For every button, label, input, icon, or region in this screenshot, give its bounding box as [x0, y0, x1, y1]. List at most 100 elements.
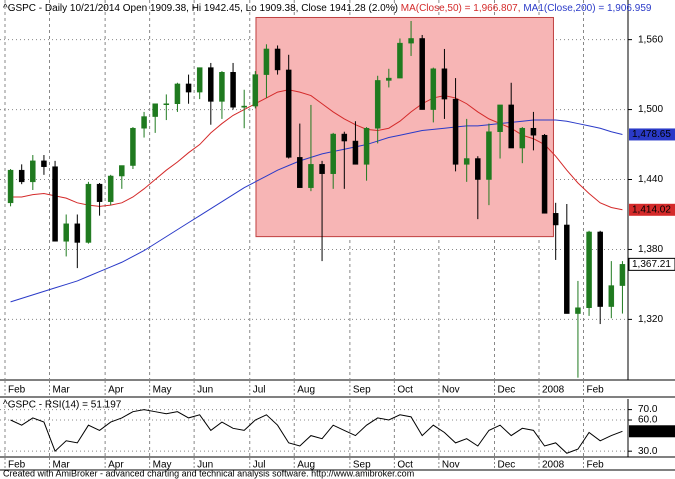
candle-body	[152, 103, 158, 117]
candle-body	[230, 72, 236, 108]
candle-body	[163, 103, 170, 105]
footer: Created with AmiBroker - advanced charti…	[3, 468, 414, 478]
candle-body	[219, 72, 225, 102]
x-tick-label: Feb	[8, 385, 26, 396]
candle-body	[297, 157, 303, 188]
candle-body	[441, 68, 448, 100]
moving-average-line	[10, 119, 623, 303]
x-tick-label: Nov	[442, 385, 460, 396]
candle-body	[508, 104, 514, 149]
candle-body	[319, 164, 325, 174]
indicator-line	[10, 409, 623, 454]
x-tick-label: Dec	[498, 385, 516, 396]
candle-body	[341, 133, 348, 142]
x-tick-label: 2008	[542, 460, 565, 471]
candle-body	[74, 223, 81, 243]
last-value-label: 1,478.65	[632, 129, 671, 140]
candle-body	[486, 131, 492, 180]
legend-entry: MA1(Close,200) = 1,906.959	[523, 3, 652, 14]
candle-body	[107, 175, 114, 202]
candle-body	[96, 183, 103, 202]
candle-body	[430, 68, 437, 110]
chart-title: ^GSPC - RSI(14) = 51.197	[3, 400, 122, 411]
candle-body	[185, 83, 192, 93]
x-tick-label: Feb	[8, 460, 26, 471]
candle-body	[330, 133, 336, 174]
candle-body	[141, 116, 147, 129]
x-tick-label: Mar	[53, 385, 71, 396]
candle-body	[18, 169, 25, 183]
x-tick-label: 2008	[542, 385, 565, 396]
y-tick-label: 1,560	[638, 34, 663, 45]
candle-body	[419, 38, 425, 110]
candle-body	[564, 224, 570, 314]
candle-body	[30, 160, 36, 183]
candle-body	[530, 127, 537, 136]
y-tick-label: 1,320	[638, 314, 663, 325]
x-tick-label: May	[153, 385, 172, 396]
candle-body	[397, 42, 403, 79]
candle-body	[552, 213, 559, 226]
y-tick-label: 30.0	[638, 446, 658, 457]
candle-body	[374, 80, 381, 129]
candle-body	[463, 158, 470, 165]
last-value-box	[629, 128, 675, 141]
chart-title: ^GSPC - Daily 10/21/2014 Open 1909.38, H…	[3, 3, 652, 14]
x-tick-label: Jul	[253, 385, 266, 396]
last-value-label: 49.1445	[632, 426, 669, 437]
candle-body	[519, 127, 526, 149]
candle-body	[497, 104, 503, 132]
candle-body	[308, 164, 314, 188]
x-tick-label: Aug	[297, 460, 315, 471]
x-tick-label: Jun	[197, 460, 213, 471]
highlight-region	[255, 16, 554, 238]
last-close-box	[628, 257, 675, 271]
x-tick-label: Oct	[397, 385, 413, 396]
candle-body	[263, 48, 270, 75]
candle-body	[252, 74, 259, 107]
last-value-box	[629, 203, 675, 216]
x-tick-label: Feb	[587, 385, 605, 396]
candle-body	[597, 231, 603, 307]
candle-body	[196, 67, 203, 93]
x-tick-label: Feb	[587, 460, 605, 471]
x-tick-label: Dec	[498, 460, 516, 471]
candle-body	[274, 48, 281, 71]
y-tick-label: 60.0	[638, 415, 658, 426]
candle-body	[63, 223, 69, 242]
candle-body	[208, 67, 214, 102]
last-value-box	[629, 425, 675, 438]
x-tick-label: May	[153, 460, 172, 471]
candle-body	[85, 183, 92, 243]
x-tick-label: Sep	[353, 460, 371, 471]
candle-body	[452, 98, 459, 165]
x-tick-label: Oct	[397, 460, 413, 471]
candle-body	[475, 158, 481, 180]
x-tick-label: Apr	[108, 385, 124, 396]
legend-entry: MA(Close,50) = 1,966.807,	[401, 3, 521, 14]
candle-body	[386, 77, 392, 81]
last-close-label: 1,367.21	[632, 259, 671, 270]
candle-body	[575, 307, 581, 314]
candle-body	[52, 166, 58, 242]
candle-body	[41, 160, 47, 167]
candle-body	[119, 165, 125, 177]
candle-body	[352, 140, 359, 165]
x-tick-label: Jul	[253, 460, 266, 471]
candle-body	[541, 134, 548, 214]
candle-body	[408, 38, 414, 44]
x-tick-label: Mar	[53, 460, 71, 471]
candle-body	[586, 231, 592, 308]
title-text: ^GSPC - Daily 10/21/2014 Open 1909.38, H…	[3, 3, 398, 14]
y-tick-label: 1,380	[638, 244, 663, 255]
candle-body	[619, 264, 626, 286]
candle-body	[608, 285, 615, 307]
candle-body	[130, 127, 136, 166]
y-tick-label: 1,500	[638, 104, 663, 115]
x-tick-label: Aug	[297, 385, 315, 396]
candle-body	[285, 69, 292, 158]
candle-body	[174, 83, 181, 104]
x-tick-label: Nov	[442, 460, 460, 471]
x-tick-label: Apr	[108, 460, 124, 471]
